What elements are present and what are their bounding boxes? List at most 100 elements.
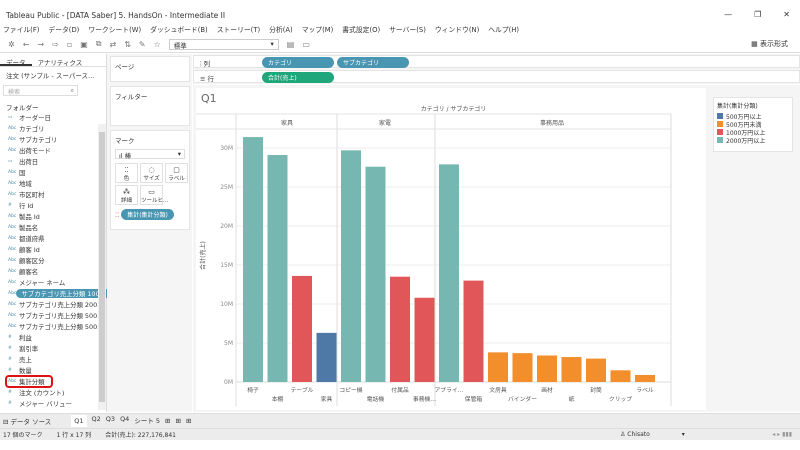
rows-shelf[interactable]: ≡ 行 合計(売上) bbox=[193, 70, 800, 83]
new-story-icon[interactable]: ⊞ bbox=[185, 417, 192, 425]
close-button[interactable]: ✕ bbox=[783, 10, 790, 19]
x-tick-label: ラベル bbox=[636, 387, 654, 394]
pages-card[interactable]: ページ bbox=[110, 56, 190, 82]
tab-datasource[interactable]: ⊟ データ ソース bbox=[3, 418, 52, 426]
menu-item[interactable]: ヘルプ(H) bbox=[488, 25, 520, 34]
field-item[interactable]: Abc 製品 Id bbox=[0, 211, 106, 222]
menu-item[interactable]: ウィンドウ(N) bbox=[434, 25, 480, 34]
menu-item[interactable]: ワークシート(W) bbox=[88, 25, 142, 34]
color-label: 色 bbox=[123, 176, 130, 182]
field-item[interactable]: # 売上 bbox=[0, 354, 106, 365]
field-item[interactable]: ▭ 出荷日 bbox=[0, 156, 106, 167]
legend-item[interactable]: 500万円未満 bbox=[717, 120, 789, 129]
maximize-button[interactable]: ❐ bbox=[754, 10, 762, 19]
sort-asc-icon[interactable]: ⇅ bbox=[124, 39, 131, 49]
field-item[interactable]: Abc 市区町村 bbox=[0, 189, 106, 200]
user-menu[interactable]: ♙ Chisato ▾ bbox=[620, 431, 685, 438]
mark-type-dropdown[interactable]: ıl 棒 ▾ bbox=[115, 149, 185, 160]
menu-item[interactable]: サーバー(S) bbox=[389, 25, 426, 34]
back-icon[interactable]: ← bbox=[22, 39, 30, 49]
color-legend: 集計(集計分類) 500万円以上 500万円未満 1000万円以上 2000万円以上 bbox=[713, 97, 793, 152]
color-button[interactable]: ⁚⁚ 色 bbox=[115, 163, 138, 183]
field-item[interactable]: Abc 集計分類 bbox=[5, 375, 53, 388]
bar bbox=[586, 358, 606, 382]
menu-item[interactable]: 分析(A) bbox=[269, 25, 293, 34]
new-sheet-icon[interactable]: ▣ bbox=[80, 39, 88, 49]
field-item[interactable]: Abc カテゴリ bbox=[0, 123, 106, 134]
field-item[interactable]: # 利益 bbox=[0, 332, 106, 343]
size-button[interactable]: ◌ サイズ bbox=[140, 163, 163, 183]
view-nav-icons[interactable]: ◂ ▸ ▮▮▮ bbox=[772, 431, 792, 438]
save-icon[interactable]: ▫ bbox=[66, 39, 73, 49]
field-item[interactable]: Abc 地域 bbox=[0, 178, 106, 189]
field-item[interactable]: # メジャー バリュー bbox=[0, 398, 106, 409]
sheet-tab[interactable]: Q2 bbox=[91, 415, 101, 423]
field-item[interactable]: # 割引率 bbox=[0, 343, 106, 354]
forward-icon[interactable]: → bbox=[37, 39, 45, 49]
search-input[interactable]: 検索 ⌕ bbox=[3, 85, 78, 96]
tooltip-button[interactable]: ▭ ツールヒ… bbox=[140, 185, 169, 205]
column-pill-category[interactable]: カテゴリ bbox=[262, 57, 334, 68]
legend-item[interactable]: 2000万円以上 bbox=[717, 136, 789, 145]
field-item[interactable]: Abc 国 bbox=[0, 167, 106, 178]
sheet-tab[interactable]: シート 5 bbox=[134, 417, 161, 425]
legend-item[interactable]: 1000万円以上 bbox=[717, 128, 789, 137]
field-item[interactable]: Abc 顧客 Id bbox=[0, 244, 106, 255]
menu-item[interactable]: ストーリー(T) bbox=[216, 25, 261, 34]
x-tick-label: 紙 bbox=[569, 395, 575, 403]
sheet-tab[interactable]: Q1 bbox=[71, 415, 87, 427]
field-item[interactable]: # 注文 (カウント) bbox=[0, 387, 106, 398]
field-item[interactable]: Abc サブカテゴリ売上分類 500… bbox=[0, 321, 106, 332]
sheet-tabs: ⊟ データ ソース Q1 Q2 Q3 Q4 シート 5 ⊞ ⊞ ⊞ bbox=[0, 413, 800, 428]
new-dashboard-icon[interactable]: ⊞ bbox=[175, 417, 181, 425]
fit-dropdown[interactable]: 標準 ▾ bbox=[168, 38, 279, 50]
color-pill[interactable]: 集計(集計分類) bbox=[121, 209, 174, 220]
highlight-icon[interactable]: ✎ bbox=[138, 39, 146, 49]
field-item[interactable]: Abc サブカテゴリ売上分類 200… bbox=[0, 299, 106, 310]
new-sheet-icon[interactable]: ⊞ bbox=[165, 417, 171, 425]
legend-title: 集計(集計分類) bbox=[717, 103, 758, 110]
field-label: 顧客名 bbox=[19, 268, 39, 276]
field-item[interactable]: Abc 顧客区分 bbox=[0, 255, 106, 266]
legend-item[interactable]: 500万円以上 bbox=[717, 112, 789, 121]
menu-item[interactable]: 書式設定(O) bbox=[342, 25, 381, 34]
field-item[interactable]: Abc サブカテゴリ売上分類 100… bbox=[0, 288, 111, 299]
field-item[interactable]: Abc サブカテゴリ売上分類 500… bbox=[0, 310, 106, 321]
menu-item[interactable]: マップ(M) bbox=[301, 25, 334, 34]
tableau-icon[interactable]: ✲ bbox=[8, 39, 15, 49]
duplicate-icon[interactable]: ⧉ bbox=[95, 39, 102, 48]
pin-icon[interactable]: ☆ bbox=[153, 39, 161, 49]
label-button[interactable]: ▢ ラベル bbox=[165, 163, 188, 183]
sheet-tab[interactable]: Q4 bbox=[120, 415, 130, 423]
x-tick-label: 画材 bbox=[541, 386, 553, 394]
datasource-item[interactable]: 注文 (サンプル - スーパース… bbox=[6, 72, 95, 80]
swap-icon[interactable]: ⇄ bbox=[109, 39, 117, 49]
tab-analytics[interactable]: アナリティクス bbox=[37, 59, 83, 67]
detail-button[interactable]: ⁂ 詳細 bbox=[115, 185, 138, 205]
presentation-icon[interactable]: ▭ bbox=[302, 39, 310, 49]
field-item[interactable]: Abc サブカテゴリ bbox=[0, 134, 106, 145]
field-item[interactable]: Abc 出荷モード bbox=[0, 145, 106, 156]
field-item[interactable]: Abc 製品名 bbox=[0, 222, 106, 233]
field-item[interactable]: Abc メジャー ネーム bbox=[0, 277, 106, 288]
filters-card[interactable]: フィルター bbox=[110, 86, 190, 126]
tab-data[interactable]: データ bbox=[0, 54, 32, 67]
field-item[interactable]: # 行 Id bbox=[0, 200, 106, 211]
column-pill-subcategory[interactable]: サブカテゴリ bbox=[337, 57, 409, 68]
minimize-button[interactable]: — bbox=[724, 10, 733, 19]
menu-item[interactable]: ファイル(F) bbox=[3, 25, 40, 34]
row-pill-sales[interactable]: 合計(売上) bbox=[262, 72, 334, 83]
scrollbar[interactable] bbox=[98, 124, 106, 410]
datasource-icon[interactable]: ⇨ bbox=[52, 39, 59, 49]
chart-icon[interactable]: ▤ bbox=[286, 39, 295, 49]
show-me-button[interactable]: ▦ 表示形式 bbox=[751, 40, 788, 48]
field-item[interactable]: # 数量 bbox=[0, 365, 106, 376]
sheet-tab[interactable]: Q3 bbox=[105, 415, 116, 423]
columns-shelf[interactable]: ⦙ 列 カテゴリ サブカテゴリ bbox=[193, 55, 800, 68]
category-header: 事務用品 bbox=[540, 119, 564, 127]
menu-item[interactable]: データ(D) bbox=[48, 25, 80, 34]
field-item[interactable]: Abc 都道府県 bbox=[0, 233, 106, 244]
menu-item[interactable]: ダッシュボード(B) bbox=[150, 25, 208, 34]
field-item[interactable]: Abc 顧客名 bbox=[0, 266, 106, 277]
field-item[interactable]: ▭ オーダー日 bbox=[0, 112, 106, 123]
